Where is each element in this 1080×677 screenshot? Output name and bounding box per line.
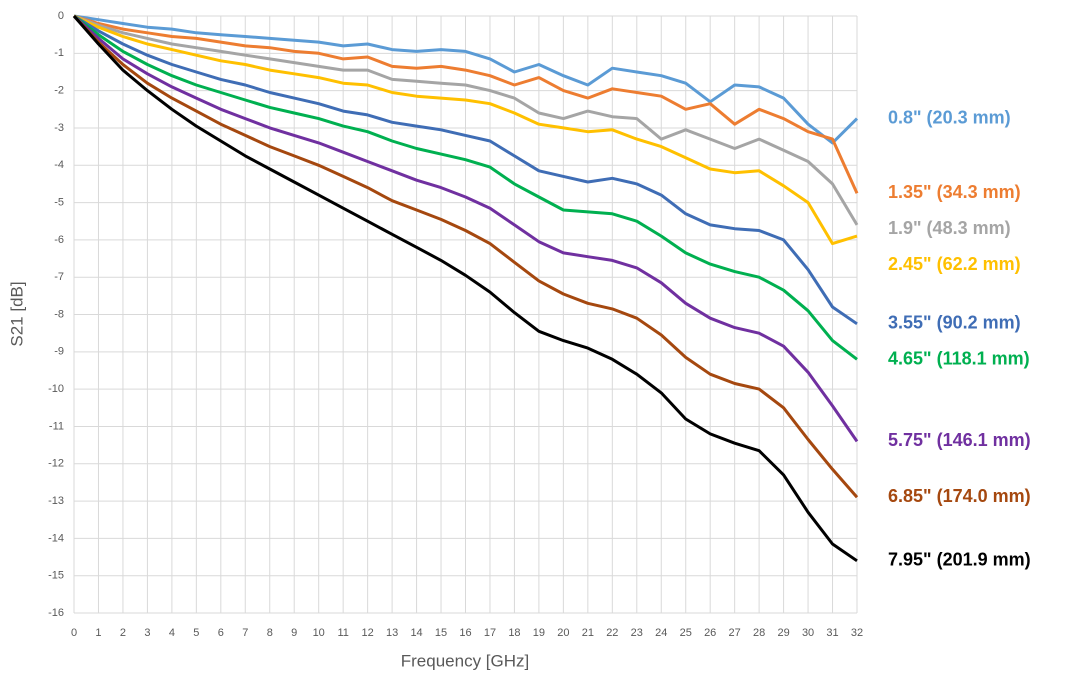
x-tick-label: 20 [557,627,569,639]
legend-label: 5.75" (146.1 mm) [888,430,1031,450]
series-line [73,14,859,145]
x-tick-label: 0 [71,627,77,639]
series-line [73,14,858,361]
y-tick-label: -1 [54,47,64,59]
y-tick-label: -6 [54,234,64,246]
y-tick-label: -16 [48,607,64,619]
legend-label: 4.65" (118.1 mm) [888,349,1030,369]
x-tick-label: 24 [655,627,667,639]
x-tick-label: 7 [242,627,248,639]
x-tick-label: 26 [704,627,716,639]
y-tick-label: -14 [48,532,64,544]
x-tick-label: 3 [144,627,150,639]
y-tick-label: -3 [54,122,64,134]
x-tick-label: 32 [851,627,863,639]
x-tick-label: 27 [729,627,741,639]
series-line [72,15,858,563]
x-tick-label: 18 [508,627,520,639]
x-tick-label: 21 [582,627,594,639]
legend-label: 6.85" (174.0 mm) [888,486,1031,506]
x-tick-label: 1 [95,627,101,639]
x-tick-label: 17 [484,627,496,639]
y-tick-label: -10 [48,383,64,395]
x-tick-label: 30 [802,627,814,639]
y-tick-label: -9 [54,346,64,358]
series-line [73,14,858,326]
y-tick-label: -11 [49,420,64,432]
x-tick-label: 15 [435,627,447,639]
x-tick-label: 8 [267,627,273,639]
legend-label: 7.95" (201.9 mm) [888,550,1031,570]
x-tick-label: 16 [459,627,471,639]
x-tick-label: 2 [120,627,126,639]
x-tick-label: 31 [826,627,838,639]
x-tick-label: 25 [680,627,692,639]
x-tick-label: 23 [631,627,643,639]
x-tick-label: 22 [606,627,618,639]
x-tick-label: 11 [337,627,348,639]
series-line [73,14,859,226]
x-tick-label: 28 [753,627,765,639]
x-tick-label: 14 [410,627,422,639]
x-tick-label: 13 [386,627,398,639]
y-tick-label: -8 [54,308,64,320]
legend-label: 1.35" (34.3 mm) [888,182,1021,202]
x-tick-label: 10 [313,627,325,639]
legend-label: 0.8" (20.3 mm) [888,107,1011,127]
series-line [72,14,859,443]
legend-label: 2.45" (62.2 mm) [888,254,1021,274]
legend-label: 3.55" (90.2 mm) [888,313,1021,333]
x-tick-label: 12 [362,627,374,639]
x-tick-label: 19 [533,627,545,639]
y-tick-label: -12 [48,458,64,470]
x-tick-label: 9 [291,627,297,639]
series-line [72,14,859,499]
y-tick-label: -5 [54,196,64,208]
y-tick-label: -7 [54,271,64,283]
x-axis-title: Frequency [GHz] [401,651,530,670]
y-tick-label: -2 [54,85,64,97]
series-line [73,14,858,246]
y-tick-label: 0 [58,10,64,22]
x-tick-label: 29 [777,627,789,639]
y-tick-label: -15 [48,570,64,582]
series-line [73,14,859,194]
y-tick-label: -4 [54,159,64,171]
x-tick-label: 4 [169,627,175,639]
y-tick-label: -13 [48,495,64,507]
x-tick-label: 6 [218,627,224,639]
x-tick-label: 5 [193,627,199,639]
y-axis-title: S21 [dB] [7,281,26,346]
legend-label: 1.9" (48.3 mm) [888,218,1011,238]
